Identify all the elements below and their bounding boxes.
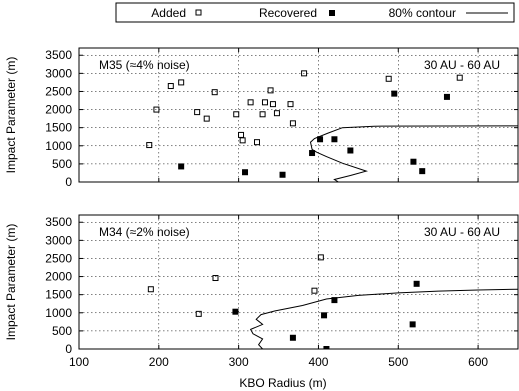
bottom-ytick-label-2: 1000 — [45, 306, 72, 320]
bottom-xtick-label-5: 600 — [468, 355, 488, 369]
bottom-ytick-label-3: 1500 — [45, 288, 72, 302]
top-ytick-label-3: 1500 — [45, 121, 72, 135]
bottom-xtick-label-0: 100 — [69, 355, 89, 369]
bottom-point-recovered-0 — [232, 308, 239, 315]
bottom-ytick-label-5: 2500 — [45, 251, 72, 265]
top-point-recovered-0 — [178, 163, 185, 170]
top-point-added-15 — [269, 101, 276, 108]
top-point-recovered-4 — [317, 136, 324, 143]
top-point-added-14 — [267, 87, 274, 94]
top-ytick-label-4: 2000 — [45, 103, 72, 117]
legend-marker-added — [195, 9, 202, 16]
x-axis-label: KBO Radius (m) — [239, 376, 326, 390]
top-point-added-0 — [146, 142, 153, 149]
top-point-added-18 — [289, 120, 296, 127]
top-point-added-3 — [178, 79, 185, 86]
bottom-xtick-label-2: 300 — [229, 355, 249, 369]
top-point-added-7 — [233, 111, 240, 118]
top-point-added-17 — [287, 101, 294, 108]
top-point-recovered-7 — [391, 90, 398, 97]
panel-top: 0 500 1000 1500 2000 2500 3000 3500 Impact Param… — [4, 47, 519, 189]
bottom-point-recovered-6 — [413, 280, 420, 287]
legend: Added Recovered 80% contour — [115, 2, 515, 23]
top-point-added-9 — [239, 137, 246, 144]
top-point-added-10 — [247, 99, 254, 106]
top-range-label: 30 AU - 60 AU — [424, 58, 500, 72]
bottom-point-added-4 — [317, 254, 324, 261]
bottom-point-recovered-2 — [321, 312, 328, 319]
top-point-recovered-3 — [309, 150, 316, 157]
bottom-plot-frame — [78, 214, 519, 350]
bottom-ytick-label-4: 2000 — [45, 270, 72, 284]
bottom-ytick-label-1: 500 — [52, 324, 72, 338]
legend-label-contour: 80% contour — [389, 6, 456, 20]
top-point-added-12 — [259, 111, 266, 118]
top-point-added-19 — [301, 70, 308, 77]
bottom-xtick-label-4: 500 — [388, 355, 408, 369]
top-series-80-contour — [309, 125, 518, 182]
legend-box — [115, 2, 515, 23]
top-point-added-2 — [167, 83, 174, 90]
bottom-xtick-label-1: 200 — [149, 355, 169, 369]
bottom-series-80-contour — [249, 288, 518, 349]
legend-label-recovered: Recovered — [259, 6, 317, 20]
top-point-added-21 — [456, 74, 463, 81]
top-point-added-6 — [211, 89, 218, 96]
bottom-point-recovered-3 — [323, 346, 330, 349]
bottom-point-recovered-5 — [409, 321, 416, 328]
top-panel-label: M35 (≈4% noise) — [99, 58, 190, 72]
top-ytick-label-5: 2500 — [45, 84, 72, 98]
top-ytick-label-7: 3500 — [45, 48, 72, 62]
top-point-recovered-9 — [419, 168, 426, 175]
top-ytick-label-2: 1000 — [45, 139, 72, 153]
top-point-added-4 — [194, 109, 201, 116]
bottom-panel-label: M34 (≈2% noise) — [99, 225, 190, 239]
bottom-ytick-label-0: 0 — [65, 342, 72, 356]
bottom-point-added-3 — [311, 287, 318, 294]
top-ytick-label-0: 0 — [65, 175, 72, 189]
bottom-point-added-0 — [147, 286, 154, 293]
legend-label-added: Added — [151, 6, 186, 20]
panel-bottom: 0 500 1000 1500 2000 2500 3000 3500 100 200 300 400… — [4, 214, 519, 369]
bottom-point-recovered-4 — [331, 297, 338, 304]
top-point-recovered-8 — [410, 158, 417, 165]
top-point-added-1 — [153, 106, 160, 113]
top-y-axis-label: Impact Parameter (m) — [4, 57, 18, 174]
top-point-recovered-2 — [279, 171, 286, 178]
legend-marker-recovered — [329, 10, 335, 16]
top-point-added-13 — [261, 99, 268, 106]
bottom-range-label: 30 AU - 60 AU — [424, 225, 500, 239]
top-plot-frame — [78, 47, 519, 183]
top-point-recovered-5 — [331, 136, 338, 143]
top-point-added-8 — [238, 131, 245, 138]
top-point-added-20 — [385, 75, 392, 82]
top-point-added-11 — [253, 139, 260, 146]
bottom-point-added-2 — [212, 275, 219, 282]
bottom-point-added-1 — [195, 310, 202, 317]
bottom-xtick-label-3: 400 — [308, 355, 328, 369]
top-point-recovered-1 — [242, 169, 249, 176]
top-ytick-label-1: 500 — [52, 157, 72, 171]
top-point-recovered-6 — [347, 147, 354, 154]
bottom-y-axis-label: Impact Parameter (m) — [4, 224, 18, 341]
bottom-ytick-label-6: 3000 — [45, 233, 72, 247]
bottom-ytick-label-7: 3500 — [45, 215, 72, 229]
top-point-added-5 — [203, 115, 210, 122]
bottom-point-recovered-1 — [289, 334, 296, 341]
top-point-recovered-10 — [443, 93, 450, 100]
top-ytick-label-6: 3000 — [45, 66, 72, 80]
top-point-added-16 — [273, 110, 280, 117]
